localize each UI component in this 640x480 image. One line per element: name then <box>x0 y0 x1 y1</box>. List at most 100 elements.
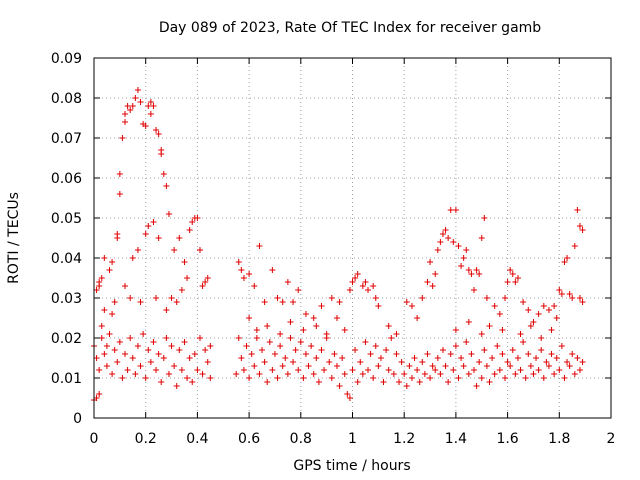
data-point <box>145 347 152 353</box>
data-point <box>553 315 560 321</box>
data-point <box>264 323 271 329</box>
data-point <box>411 355 418 361</box>
data-point <box>122 283 129 289</box>
data-point <box>470 367 477 373</box>
data-point <box>165 211 172 217</box>
data-point <box>163 307 170 313</box>
data-point <box>127 107 134 113</box>
x-tick-label: 1.4 <box>445 431 467 447</box>
data-point <box>499 327 506 333</box>
data-point <box>398 359 405 365</box>
data-point <box>566 363 573 369</box>
data-point <box>520 299 527 305</box>
data-point <box>109 371 116 377</box>
data-point <box>116 191 123 197</box>
data-point <box>178 367 185 373</box>
y-axis-label: ROTI / TECUs <box>6 192 22 284</box>
data-point <box>569 295 576 301</box>
chart-title: Day 089 of 2023, Rate Of TEC Index for r… <box>159 20 541 36</box>
data-point <box>153 295 160 301</box>
x-tick-label: 1.6 <box>496 431 518 447</box>
data-point <box>302 311 309 317</box>
data-point <box>235 259 242 265</box>
data-point <box>173 299 180 305</box>
data-point <box>489 355 496 361</box>
data-point <box>437 239 444 245</box>
data-point <box>318 347 325 353</box>
data-point <box>478 235 485 241</box>
data-point <box>111 347 118 353</box>
data-point <box>290 359 297 365</box>
data-point <box>122 119 129 125</box>
data-point <box>478 375 485 381</box>
data-point <box>194 367 201 373</box>
data-point <box>341 327 348 333</box>
data-point <box>246 375 253 381</box>
data-point <box>509 271 516 277</box>
data-point <box>401 371 408 377</box>
x-tick-label: 0.4 <box>186 431 208 447</box>
x-tick-label: 0.8 <box>290 431 312 447</box>
data-point <box>106 267 113 273</box>
data-point <box>150 219 157 225</box>
data-point <box>442 227 449 233</box>
data-point <box>439 231 446 237</box>
data-point <box>266 339 273 345</box>
data-point <box>432 271 439 277</box>
data-point <box>478 331 485 337</box>
data-point <box>502 375 509 381</box>
data-point <box>248 351 255 357</box>
data-point <box>533 355 540 361</box>
data-point <box>561 375 568 381</box>
data-point <box>246 315 253 321</box>
data-point <box>473 383 480 389</box>
data-point <box>181 259 188 265</box>
data-point <box>377 355 384 361</box>
data-point <box>333 315 340 321</box>
data-point <box>251 283 258 289</box>
data-point <box>103 343 110 349</box>
data-point <box>383 347 390 353</box>
data-point <box>455 375 462 381</box>
data-point <box>491 371 498 377</box>
data-point <box>465 319 472 325</box>
data-point <box>434 247 441 253</box>
data-point <box>460 255 467 261</box>
data-point <box>414 367 421 373</box>
data-point <box>540 375 547 381</box>
data-point <box>352 347 359 353</box>
data-point <box>240 275 247 281</box>
x-tick-label: 1 <box>348 431 357 447</box>
data-point <box>535 311 542 317</box>
data-point <box>318 303 325 309</box>
data-point <box>147 111 154 117</box>
data-point <box>569 351 576 357</box>
data-point <box>545 363 552 369</box>
data-point <box>181 339 188 345</box>
data-point <box>158 147 165 153</box>
data-point <box>558 291 565 297</box>
data-point <box>98 275 105 281</box>
data-point <box>96 283 103 289</box>
data-point <box>315 379 322 385</box>
data-point <box>561 259 568 265</box>
data-point <box>517 367 524 373</box>
data-point <box>375 303 382 309</box>
data-point <box>370 375 377 381</box>
data-point <box>517 331 524 337</box>
data-point <box>429 363 436 369</box>
data-point <box>300 375 307 381</box>
data-point <box>328 295 335 301</box>
data-point <box>292 347 299 353</box>
data-point <box>370 283 377 289</box>
data-point <box>150 103 157 109</box>
y-tick-label: 0.05 <box>51 211 82 227</box>
data-point <box>93 395 100 401</box>
data-point <box>93 287 100 293</box>
data-point <box>114 359 121 365</box>
data-point <box>576 295 583 301</box>
data-point <box>328 375 335 381</box>
data-point <box>564 359 571 365</box>
data-point <box>106 331 113 337</box>
